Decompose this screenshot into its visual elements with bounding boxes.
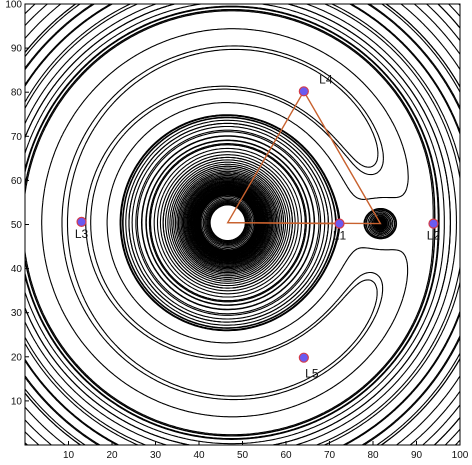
contour-line	[189, 184, 382, 262]
lagrange-point-l5	[298, 352, 309, 363]
x-tick-label: 30	[150, 450, 162, 461]
y-tick-label: 10	[11, 396, 23, 407]
contour-line	[187, 181, 383, 264]
x-tick-label: 90	[411, 450, 423, 461]
contour-line	[25, 4, 460, 445]
contour-line	[66, 48, 379, 397]
contour-line	[25, 5, 440, 440]
contour-line	[190, 185, 382, 261]
contour-line	[208, 203, 247, 242]
contour-line	[186, 180, 383, 265]
contour-line	[177, 172, 383, 274]
y-tick-label: 100	[5, 0, 22, 11]
y-tick-label: 70	[11, 132, 23, 143]
contour-line	[25, 10, 434, 436]
y-tick-label: 90	[11, 44, 23, 55]
contour-line	[193, 188, 262, 257]
contour-line	[25, 6, 439, 440]
y-tick-label: 80	[11, 88, 23, 99]
lagrange-label-l3: L3	[75, 227, 89, 241]
contour-line	[25, 4, 451, 445]
contour-line	[25, 4, 460, 445]
x-tick-label: 50	[237, 450, 249, 461]
contour-line	[206, 200, 250, 245]
y-axis: 10 20 30 40 50 60 70 80 90 100	[5, 0, 29, 407]
contour-line	[25, 4, 460, 445]
x-tick-label: 60	[280, 450, 292, 461]
x-tick-label: 100	[452, 450, 469, 461]
contour-line	[169, 163, 384, 282]
y-tick-label: 40	[11, 264, 23, 275]
potential-contours	[25, 4, 460, 445]
x-tick-label: 70	[324, 450, 336, 461]
contour-line	[204, 198, 252, 247]
contour-line	[171, 165, 384, 280]
lagrange-label-l1: L1	[333, 229, 347, 243]
lagrange-overlay	[76, 86, 439, 363]
contour-line	[202, 197, 253, 249]
contour-line	[191, 186, 382, 259]
x-tick-label: 10	[63, 450, 75, 461]
contour-line	[25, 4, 460, 445]
contour-line	[25, 4, 460, 445]
lagrange-point-l1	[334, 218, 345, 229]
contour-line	[41, 28, 409, 418]
y-tick-label: 60	[11, 176, 23, 187]
contour-line	[25, 4, 460, 445]
contour-line	[182, 177, 383, 269]
contour-line	[174, 169, 384, 277]
y-tick-label: 30	[11, 308, 23, 319]
contour-line	[25, 4, 460, 445]
contour-line	[188, 183, 383, 263]
contour-line	[25, 4, 460, 445]
x-tick-label: 20	[106, 450, 118, 461]
contour-line	[185, 179, 383, 266]
contour-line	[187, 182, 383, 263]
contour-line	[25, 4, 460, 445]
contour-line	[184, 178, 383, 267]
y-tick-label: 20	[11, 352, 23, 363]
lagrange-label-l2: L2	[427, 229, 441, 243]
contour-line	[25, 4, 458, 445]
contour-line	[207, 201, 249, 244]
x-tick-label: 80	[367, 450, 379, 461]
lagrange-point-l2	[428, 218, 439, 229]
lagrange-label-l4: L4	[319, 72, 333, 86]
contour-line	[205, 199, 251, 246]
contour-line	[61, 45, 384, 401]
lagrange-point-l3	[76, 216, 87, 227]
contour-line	[179, 173, 383, 272]
contour-line	[25, 8, 436, 437]
contour-line	[208, 202, 248, 243]
contour-line	[176, 170, 384, 275]
contour-line	[209, 204, 246, 242]
lagrange-label-l5: L5	[305, 367, 319, 381]
x-axis: 10 20 30 40 50 60 70 80 90 100	[63, 441, 469, 461]
lagrange-point-l4	[298, 86, 309, 97]
contour-line	[192, 187, 382, 259]
contour-line	[25, 4, 460, 445]
contour-line	[173, 167, 384, 278]
y-tick-label: 50	[11, 220, 23, 231]
x-tick-label: 40	[193, 450, 205, 461]
contour-line	[181, 176, 383, 270]
lagrange-labels: L1 L2 L3 L4 L5	[75, 72, 441, 380]
primary-to-l1-line	[227, 222, 340, 225]
contour-line	[191, 185, 382, 260]
contour-line	[193, 187, 263, 258]
contour-line	[180, 174, 383, 271]
contour-line	[25, 4, 445, 445]
contour-line	[200, 194, 256, 251]
